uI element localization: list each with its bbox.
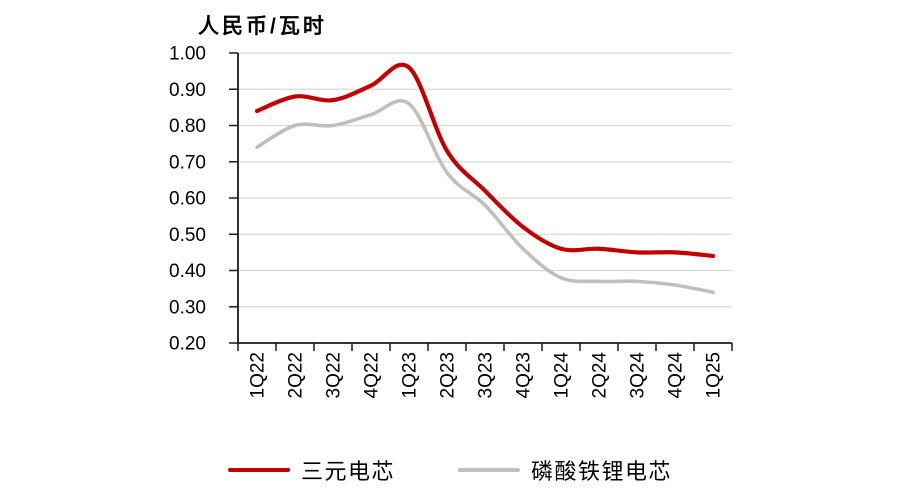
y-tick-label: 0.80 [169,116,206,137]
y-axis-ticks: 1.00 0.90 0.80 0.70 0.60 0.50 0.40 0.30 0.20 [169,44,238,355]
x-tick-label: 2Q22 [286,352,307,398]
x-tick-label: 3Q22 [324,352,345,398]
y-tick-label: 0.60 [169,189,206,210]
chart-title: 人民币/瓦时 [198,15,327,38]
x-tick-label: 1Q23 [400,352,421,398]
series-line [254,62,716,259]
y-tick-label: 0.70 [169,152,206,173]
x-tick-label: 4Q22 [362,352,383,398]
legend-item-ternary-cell: 三元电芯 [228,457,396,484]
legend-item-lfp-cell: 磷酸铁锂电芯 [458,457,673,484]
x-tick-label: 4Q23 [514,352,535,398]
legend-label-lfp-cell: 磷酸铁锂电芯 [531,459,673,484]
y-tick-label: 0.30 [169,297,206,318]
x-tick-label: 1Q24 [552,352,573,399]
x-axis-ticks: 1Q22 2Q22 3Q22 4Q22 1Q23 2Q23 3Q23 4Q23 1Q24 2Q24… [237,343,733,399]
y-tick-label: 0.50 [169,225,206,246]
y-tick-label: 0.90 [169,80,206,101]
legend-line-red-icon [228,467,290,473]
y-tick-label: 0.40 [169,261,206,282]
y-tick-label: 0.20 [169,334,206,355]
series-lines [254,62,716,295]
x-tick-label: 3Q23 [476,352,497,398]
y-tick-label: 1.00 [169,44,206,65]
series-line [255,99,715,295]
legend-label-ternary-cell: 三元电芯 [301,459,396,484]
legend-line-gray-icon [458,467,520,473]
x-tick-label: 4Q24 [666,352,687,399]
x-tick-label: 3Q24 [628,352,649,399]
x-tick-label: 2Q23 [438,352,459,398]
x-tick-label: 1Q22 [248,352,269,398]
x-tick-label: 2Q24 [590,352,611,399]
gridlines [238,52,732,308]
x-tick-label: 1Q25 [704,352,725,398]
